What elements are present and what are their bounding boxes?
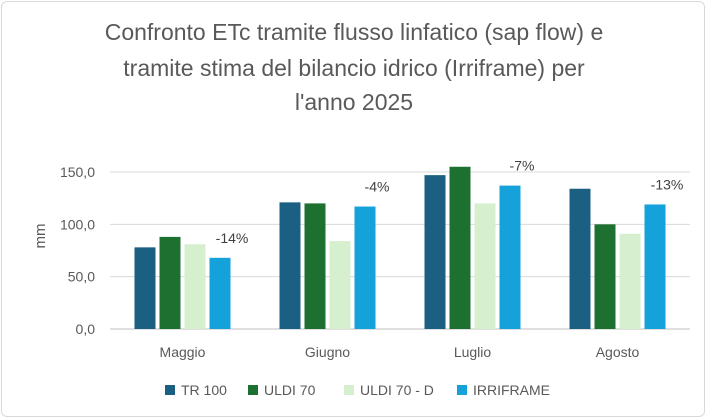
x-axis-ticks: Maggio Giugno Luglio Agosto	[160, 344, 640, 360]
legend-label: ULDI 70	[264, 382, 316, 398]
legend-swatch	[248, 385, 258, 395]
bar	[159, 236, 181, 329]
legend-label: TR 100	[181, 382, 227, 398]
y-tick-label: 150,0	[60, 164, 95, 180]
bar	[184, 244, 206, 329]
bar	[619, 233, 641, 329]
gridlines	[110, 171, 690, 330]
bar	[134, 247, 156, 329]
bar	[279, 202, 301, 329]
bar	[569, 188, 591, 329]
x-tick-label: Giugno	[305, 344, 350, 360]
bar	[354, 206, 376, 329]
legend-swatch	[457, 385, 467, 395]
bar	[499, 185, 521, 329]
x-tick-label: Agosto	[596, 344, 640, 360]
bar	[474, 203, 496, 329]
legend-swatch	[344, 385, 354, 395]
bar	[449, 166, 471, 329]
y-tick-label: 100,0	[60, 216, 95, 232]
bar	[594, 224, 616, 329]
chart-title: Confronto ETc tramite flusso linfatico (…	[105, 19, 604, 115]
chart-title-line: tramite stima del bilancio idrico (Irrif…	[123, 55, 585, 81]
legend: TR 100 ULDI 70 ULDI 70 - D IRRIFRAME	[165, 382, 550, 398]
bar	[644, 204, 666, 329]
legend-item: ULDI 70	[248, 382, 316, 398]
data-labels: -14% -4% -7% -13%	[216, 158, 684, 246]
y-axis-label: mm	[32, 224, 49, 249]
bar	[329, 241, 351, 329]
bar	[424, 175, 446, 329]
legend-item: ULDI 70 - D	[344, 382, 434, 398]
data-label: -14%	[216, 230, 249, 246]
x-tick-label: Luglio	[454, 344, 492, 360]
legend-label: IRRIFRAME	[473, 382, 550, 398]
bar	[209, 257, 231, 329]
chart-title-line: Confronto ETc tramite flusso linfatico (…	[105, 19, 604, 45]
legend-item: TR 100	[165, 382, 227, 398]
bars	[134, 166, 666, 329]
y-axis-ticks: 0,0 50,0 100,0 150,0	[60, 164, 95, 337]
data-label: -13%	[651, 176, 684, 192]
legend-item: IRRIFRAME	[457, 382, 550, 398]
data-label: -4%	[365, 179, 390, 195]
y-tick-label: 0,0	[76, 321, 96, 337]
legend-swatch	[165, 385, 175, 395]
legend-label: ULDI 70 - D	[360, 382, 434, 398]
bar	[304, 203, 326, 329]
chart-title-line: l'anno 2025	[295, 89, 413, 115]
y-tick-label: 50,0	[68, 269, 95, 285]
x-tick-label: Maggio	[160, 344, 206, 360]
data-label: -7%	[510, 158, 535, 174]
